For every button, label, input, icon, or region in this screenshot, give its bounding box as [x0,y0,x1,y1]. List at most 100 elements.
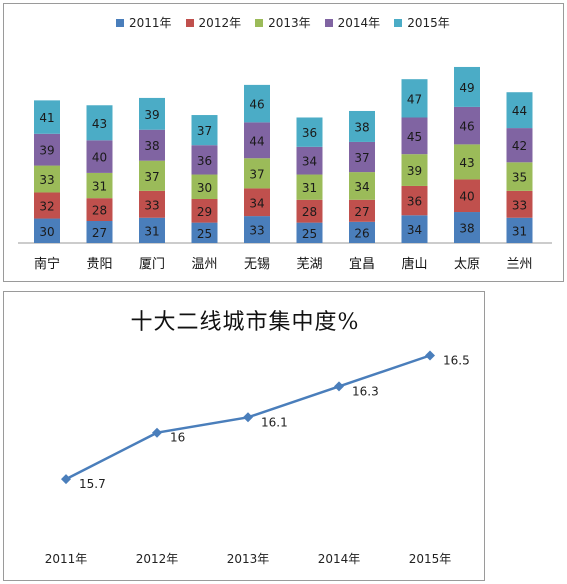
bar-data-label: 44 [512,104,527,118]
bar-data-label: 49 [459,81,474,95]
bar-data-label: 41 [39,111,54,125]
legend-item: 2011年 [116,14,172,31]
bar-segment [34,192,60,219]
bar-segment [86,172,113,199]
bar-segment [454,106,480,145]
bar-data-label: 43 [459,156,474,170]
bar-data-label: 42 [512,139,527,153]
point-data-label: 16.5 [443,353,470,367]
bar-data-label: 25 [197,227,212,241]
bar-segment [244,84,270,123]
data-point-marker [425,350,435,361]
bar-data-label: 30 [39,225,54,239]
bar-data-label: 45 [407,130,422,144]
bar-data-label: 40 [459,190,474,204]
bar-data-label: 31 [512,224,527,238]
x-tick-label: 唐山 [401,256,427,272]
bar-chart-legend: 2011年 2012年 2013年 2014年 2015年 [116,14,450,31]
bar-segment [454,179,480,213]
bar-segment [244,188,270,217]
bar-segment [191,115,218,146]
bar-segment [401,117,428,155]
bar-segment [506,190,533,218]
bar-data-label: 32 [39,200,54,214]
bar-data-label: 37 [249,167,264,181]
bar-data-label: 28 [92,204,107,218]
x-tick-label: 贵阳 [86,257,112,272]
bar-data-label: 34 [302,155,317,169]
bar-segment [506,162,533,191]
bar-data-label: 31 [92,180,107,194]
legend-label: 2012年 [198,16,242,30]
bar-segment [86,220,113,243]
x-tick-label: 太原 [454,257,480,272]
bar-segment [296,174,323,200]
bar-segment [191,174,218,199]
line-chart-title: 十大二线城市集中度% [130,310,360,335]
bar-segment [506,92,533,129]
bar-segment [349,141,375,173]
x-tick-label: 芜湖 [296,257,322,272]
bar-segment [349,199,375,222]
bar-segment [191,222,218,243]
bar-data-label: 31 [144,224,159,238]
bar-data-label: 33 [249,224,264,238]
legend-swatch [185,18,194,27]
bar-data-label: 46 [459,120,474,134]
point-data-label: 16.1 [261,415,288,429]
bar-data-label: 38 [144,139,159,153]
bar-data-label: 37 [197,124,212,138]
bar-segment [401,79,428,118]
bar-segment [349,221,375,243]
bar-segment [139,190,165,218]
bar-segment [191,198,218,223]
legend-swatch [116,18,124,27]
legend-label: 2014年 [337,16,381,30]
data-point-marker [243,412,253,423]
bar-data-label: 28 [302,205,317,219]
legend-item: 2012年 [185,14,242,31]
data-point-marker [334,381,344,392]
bar-segment [401,154,428,186]
bar-data-label: 35 [512,171,527,185]
bar-segment [506,128,533,163]
bar-segment [454,66,480,107]
bar-segment [139,217,165,243]
stacked-bar-chart: 30 32 33 39 41 南宁 27 28 31 40 43 贵阳 31 33 37 38 39 厦门 25 29… [18,66,552,272]
bar-data-label: 33 [39,173,54,187]
bar-data-label: 27 [92,226,107,240]
point-data-label: 15.7 [79,477,106,491]
bar-data-label: 30 [197,181,212,195]
bar-data-label: 47 [407,92,422,106]
point-data-label: 16 [170,431,185,445]
bar-segment [86,105,113,141]
data-point-marker [61,474,71,485]
legend-item: 2015年 [394,14,450,31]
bar-segment [401,185,428,216]
bar-segment [349,172,375,200]
bar-data-label: 44 [249,134,264,148]
bar-segment [34,165,60,193]
bar-data-label: 33 [144,198,159,212]
point-data-label: 16.3 [352,384,379,398]
x-tick-label: 2012年 [136,552,179,566]
bar-segment [86,140,113,173]
bar-data-label: 36 [407,195,422,209]
bar-segment [34,133,60,166]
bar-data-label: 43 [92,117,107,131]
bar-segment [244,122,270,159]
bar-segment [34,218,60,243]
bar-data-label: 36 [302,126,317,140]
bar-segment [506,217,533,243]
bar-segment [296,146,323,175]
bar-segment [86,198,113,221]
x-tick-label: 厦门 [139,257,165,272]
legend-swatch [324,18,333,27]
bar-data-label: 34 [354,180,369,194]
legend-label: 2011年 [129,16,172,30]
x-tick-label: 2014年 [318,552,361,566]
legend-item: 2013年 [255,14,311,31]
line-chart: 15.7 16 16.1 16.3 16.5 2011年 2012年 2013年 2014年 20… [45,350,470,566]
x-tick-label: 温州 [191,257,217,272]
legend-swatch [255,18,264,27]
